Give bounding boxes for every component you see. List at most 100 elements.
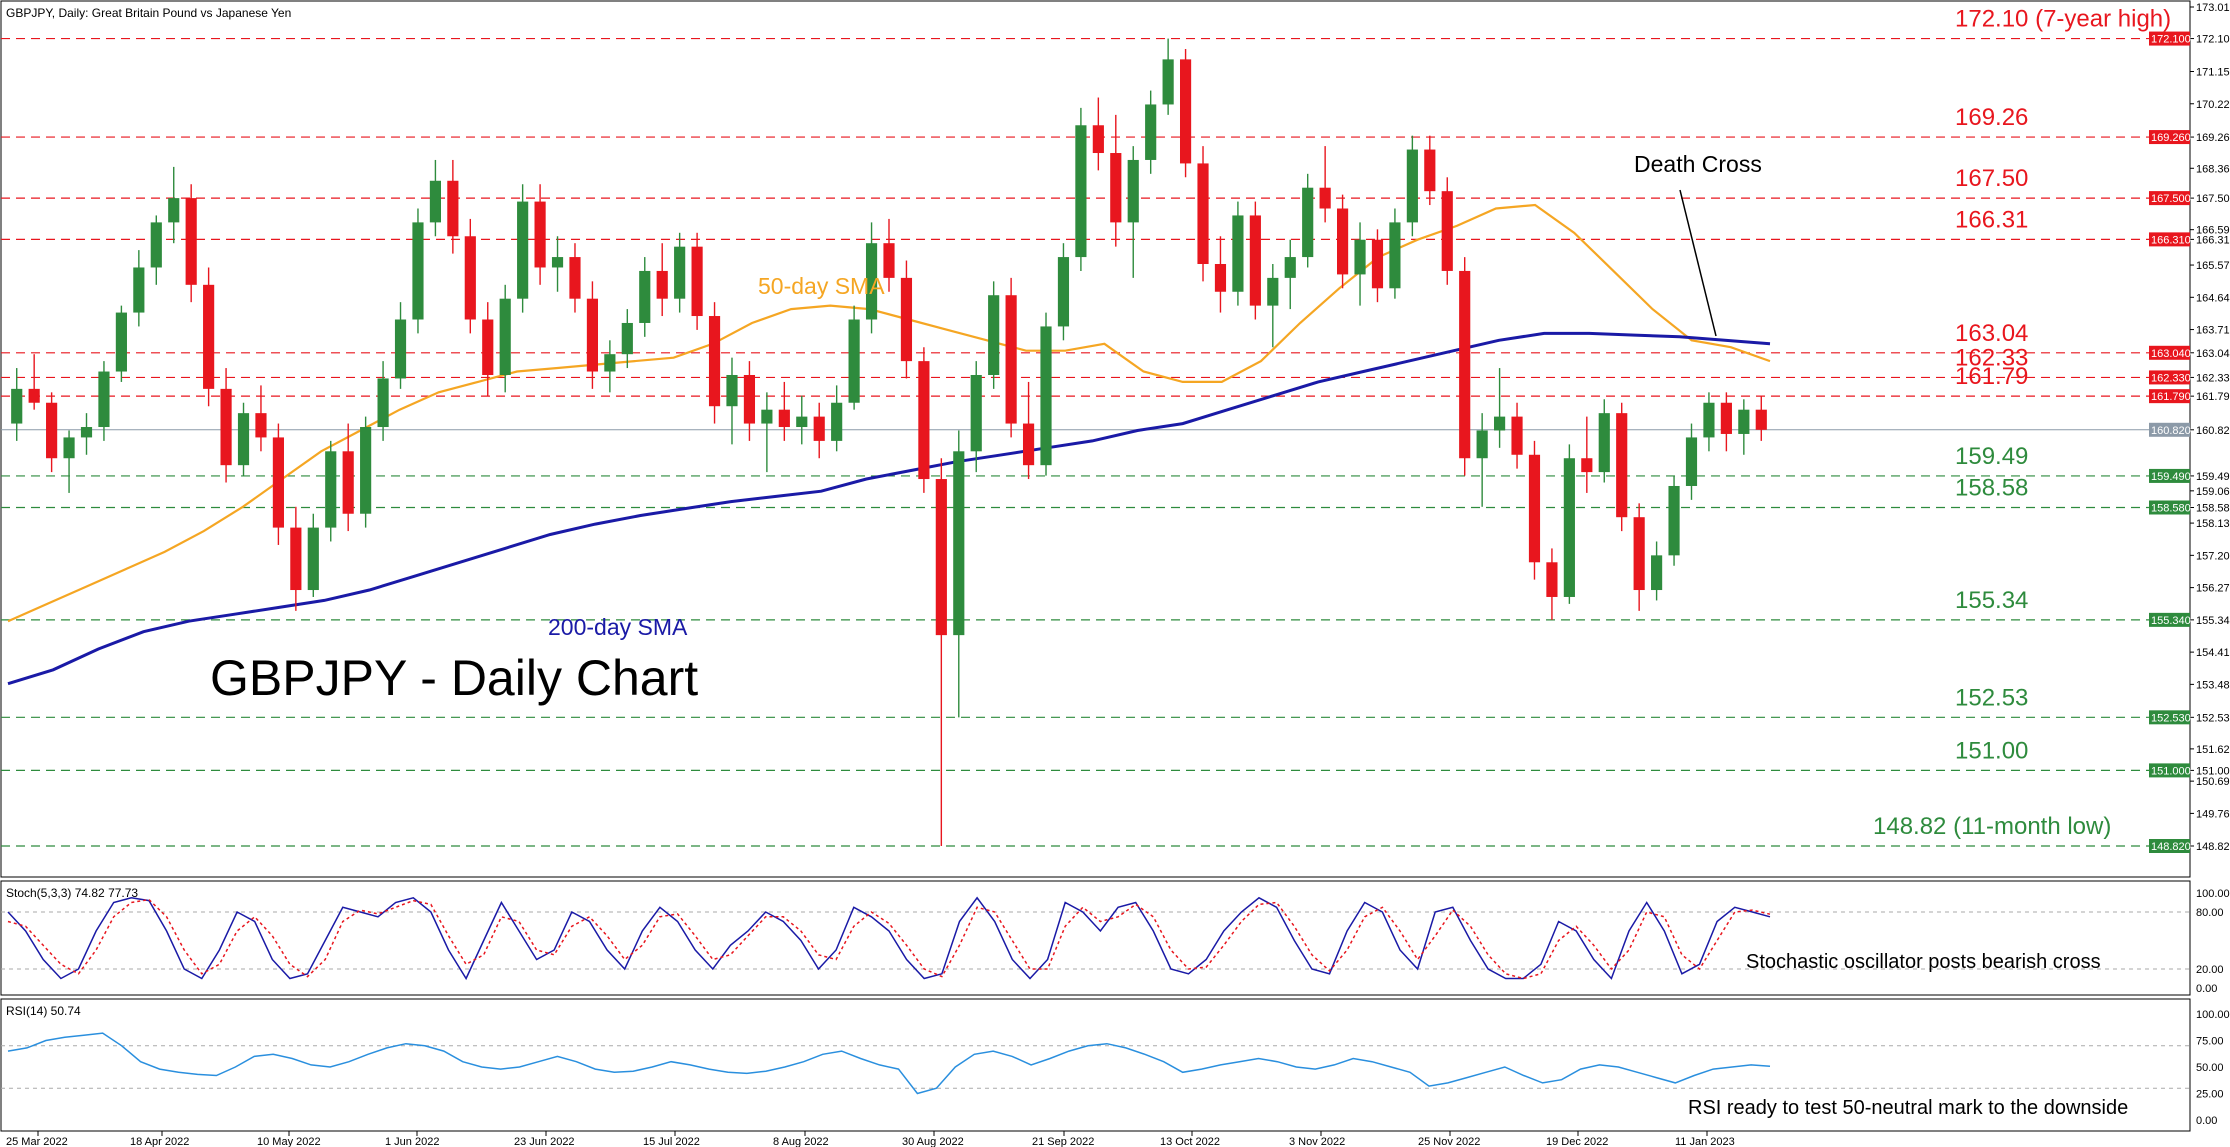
stochastic-oscillator: 100.00 80.00 20.00 0.00 xyxy=(1,887,2230,995)
price-tick-label: 153.480 xyxy=(2196,679,2230,691)
price-tick-label: 151.000 xyxy=(2196,765,2230,777)
candle-body xyxy=(796,416,808,428)
candle-body xyxy=(377,378,389,428)
price-tick-label: 152.530 xyxy=(2196,712,2230,724)
candle-body xyxy=(1389,222,1401,289)
candle-body xyxy=(1406,149,1418,223)
level-tag-box xyxy=(2149,345,2190,360)
level-tag-box xyxy=(2149,31,2190,46)
candle-body xyxy=(1424,149,1436,192)
candle-body xyxy=(1581,458,1593,473)
candle-body xyxy=(1720,402,1732,434)
candle-body xyxy=(726,374,738,407)
candle-body xyxy=(1179,59,1192,164)
date-tick-label: 23 Jun 2022 xyxy=(514,1136,575,1147)
level-tag-text: 169.260 xyxy=(2151,132,2191,144)
current-price-tag-box xyxy=(2149,422,2190,437)
price-tick-label: 173.010 xyxy=(2196,2,2230,14)
candle-body xyxy=(237,413,250,466)
osc-tick-label: 80.00 xyxy=(2196,907,2224,919)
candle-body xyxy=(1005,295,1017,424)
candle-body xyxy=(342,451,354,514)
osc-tick-label: 0.00 xyxy=(2196,983,2217,995)
candle-body xyxy=(150,222,162,268)
date-tick-label: 21 Sep 2022 xyxy=(1032,1136,1094,1147)
level-label: 161.79 xyxy=(1955,363,2028,390)
stoch-title: Stoch(5,3,3) 74.82 77.73 xyxy=(6,886,138,900)
date-axis: 25 Mar 2022 18 Apr 2022 10 May 2022 1 Jun 2… xyxy=(6,1131,1735,1147)
level-label: 166.31 xyxy=(1955,206,2028,233)
price-tick-label: 150.690 xyxy=(2196,776,2230,788)
price-tick-label: 155.340 xyxy=(2196,615,2230,627)
price-tick-label: 171.150 xyxy=(2196,67,2230,79)
price-tick-label: 157.200 xyxy=(2196,550,2230,562)
current-price-tag-text: 160.820 xyxy=(2151,425,2191,437)
sma200-line xyxy=(7,331,1771,686)
price-tick-label: 148.820 xyxy=(2196,841,2230,853)
candle-body xyxy=(813,416,825,441)
candle-body xyxy=(534,201,546,268)
level-tag-box xyxy=(2149,389,2190,404)
candle-body xyxy=(1022,423,1035,466)
candle-body xyxy=(656,270,668,299)
candle-body xyxy=(80,427,93,438)
candle-body xyxy=(970,374,982,452)
candle-body xyxy=(1668,485,1680,556)
level-tag-text: 172.100 xyxy=(2151,34,2191,46)
osc-line-k xyxy=(7,896,1771,981)
price-tick-label: 160.820 xyxy=(2196,425,2230,437)
level-tag-text: 155.340 xyxy=(2151,615,2191,627)
candle-body xyxy=(1110,153,1122,223)
price-tick-label: 149.760 xyxy=(2196,808,2230,820)
death-cross-pointer xyxy=(1679,189,1717,337)
price-tick-label: 166.310 xyxy=(2196,234,2230,246)
candle-body xyxy=(203,284,215,389)
date-tick-label: 25 Nov 2022 xyxy=(1418,1136,1480,1147)
candle-body xyxy=(290,527,302,591)
candle-body xyxy=(185,198,197,285)
candle-body xyxy=(1284,257,1296,278)
osc-tick-label: 100.00 xyxy=(2196,1009,2230,1021)
level-tag-text: 161.790 xyxy=(2151,391,2191,403)
candle-body xyxy=(1092,125,1104,154)
candle-body xyxy=(1633,517,1645,591)
candle-body xyxy=(1528,454,1541,563)
candle-body xyxy=(1563,458,1575,597)
level-label: 172.10 (7-year high) xyxy=(1955,6,2171,33)
price-tick-label: 169.260 xyxy=(2196,132,2230,144)
osc-tick-label: 20.00 xyxy=(2196,964,2224,976)
osc-tick-label: 25.00 xyxy=(2196,1089,2224,1101)
candle-body xyxy=(1598,413,1610,473)
osc-tick-label: 0.00 xyxy=(2196,1115,2217,1127)
candle-body xyxy=(1127,159,1139,223)
candle-body xyxy=(865,243,878,320)
price-tick-label: 158.130 xyxy=(2196,518,2230,530)
level-label: 158.58 xyxy=(1955,474,2028,501)
price-tick-label: 163.710 xyxy=(2196,325,2230,337)
level-tag-box xyxy=(2149,130,2190,145)
date-tick-label: 30 Aug 2022 xyxy=(902,1136,964,1147)
candle-body xyxy=(325,451,337,528)
candle-body xyxy=(848,319,860,403)
candle-body xyxy=(1337,208,1349,275)
osc-tick-label: 100.00 xyxy=(2196,888,2230,900)
level-tag-box xyxy=(2149,612,2190,627)
candle-body xyxy=(63,437,75,459)
level-tag-text: 148.820 xyxy=(2151,841,2191,853)
level-tag-box xyxy=(2149,370,2190,385)
candle-body xyxy=(1459,270,1471,459)
date-tick-label: 15 Jul 2022 xyxy=(643,1136,700,1147)
date-tick-label: 3 Nov 2022 xyxy=(1289,1136,1345,1147)
candle-body xyxy=(639,270,651,323)
candle-body xyxy=(1546,562,1558,597)
level-label: 162.33 xyxy=(1955,344,2028,371)
level-tag-text: 167.500 xyxy=(2151,193,2191,205)
candle-body xyxy=(168,198,180,223)
price-tick-label: 159.490 xyxy=(2196,471,2230,483)
osc-line-rsi xyxy=(7,1032,1771,1095)
candle-body xyxy=(604,354,616,372)
symbol-header: GBPJPY, Daily: Great Britain Pound vs Ja… xyxy=(6,6,291,20)
level-tag-text: 151.000 xyxy=(2151,765,2191,777)
candle-body xyxy=(708,316,721,407)
